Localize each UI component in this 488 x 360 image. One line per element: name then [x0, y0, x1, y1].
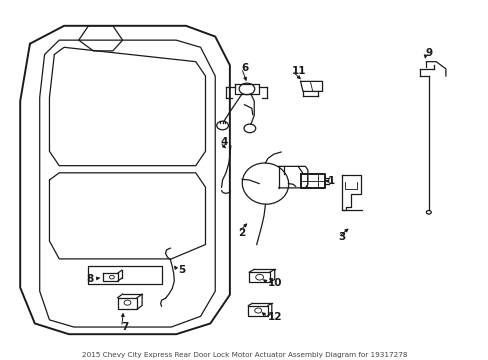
Text: 12: 12 — [267, 312, 282, 322]
Text: 4: 4 — [220, 138, 227, 147]
Text: 2: 2 — [238, 228, 245, 238]
Text: 2015 Chevy City Express Rear Door Lock Motor Actuator Assembly Diagram for 19317: 2015 Chevy City Express Rear Door Lock M… — [81, 352, 407, 358]
Text: 5: 5 — [177, 265, 184, 275]
Text: 6: 6 — [241, 63, 248, 73]
Text: 9: 9 — [425, 48, 432, 58]
Text: 3: 3 — [337, 232, 345, 242]
Text: 10: 10 — [267, 278, 282, 288]
Text: 1: 1 — [327, 176, 334, 186]
Text: 11: 11 — [292, 66, 306, 76]
Text: 7: 7 — [122, 322, 129, 332]
Text: 8: 8 — [86, 274, 93, 284]
